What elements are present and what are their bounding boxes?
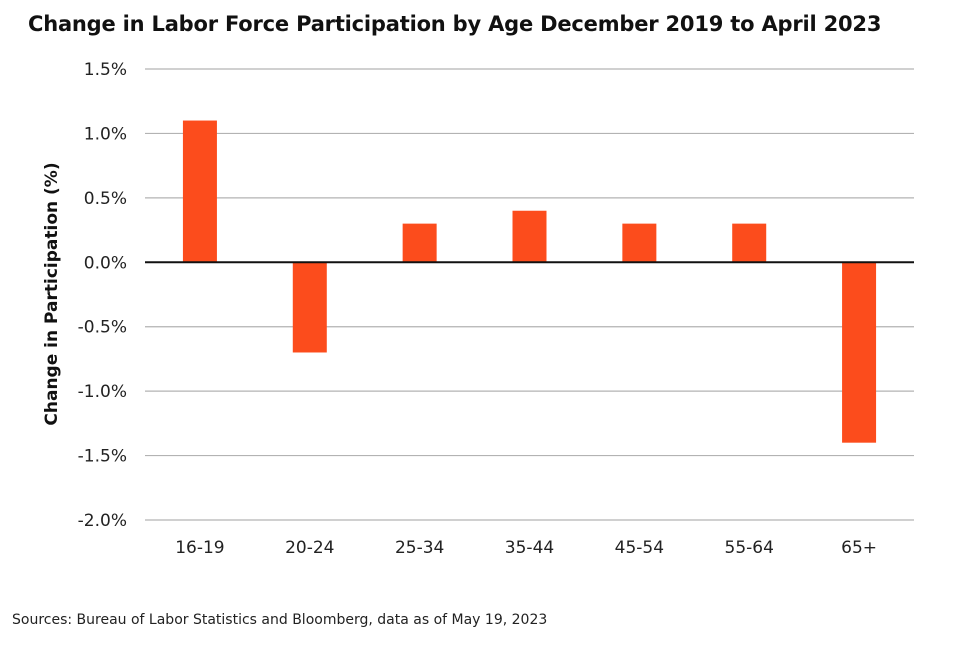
x-tick-label: 25-34: [395, 538, 444, 558]
chart-title: Change in Labor Force Participation by A…: [28, 12, 882, 36]
bar-20-24: [292, 262, 327, 353]
y-tick-labels: 1.5% 1.0% 0.5% 0.0% -0.5% -1.0% -1.5% -2.0%: [78, 60, 127, 531]
bar-35-44: [512, 210, 547, 263]
bar-65+: [842, 262, 877, 443]
y-tick-label: 1.0%: [84, 124, 127, 144]
bar-16-19: [182, 120, 217, 263]
y-tick-label: 0.0%: [84, 253, 127, 273]
bars: [182, 120, 877, 443]
source-note: Sources: Bureau of Labor Statistics and …: [12, 612, 548, 628]
y-axis-title: Change in Participation (%): [42, 162, 62, 425]
bar-chart: 1.5% 1.0% 0.5% 0.0% -0.5% -1.0% -1.5% -2.0% 16-…: [42, 60, 914, 558]
bar-25-34: [402, 223, 437, 263]
y-tick-label: 1.5%: [84, 60, 127, 80]
y-tick-label: -1.0%: [78, 382, 127, 402]
bar-45-54: [622, 223, 657, 263]
bar-55-64: [732, 223, 767, 263]
x-tick-label: 35-44: [505, 538, 554, 558]
grid-lines: [145, 68, 914, 521]
x-tick-label: 45-54: [615, 538, 664, 558]
y-tick-label: 0.5%: [84, 189, 127, 209]
x-tick-label: 65+: [841, 538, 877, 558]
x-tick-label: 20-24: [285, 538, 334, 558]
x-tick-label: 55-64: [725, 538, 774, 558]
x-tick-labels: 16-19 20-24 25-34 35-44 45-54 55-64 65+: [175, 538, 877, 558]
y-tick-label: -0.5%: [78, 318, 127, 338]
y-tick-label: -1.5%: [78, 447, 127, 467]
y-tick-label: -2.0%: [78, 511, 127, 531]
x-tick-label: 16-19: [175, 538, 224, 558]
